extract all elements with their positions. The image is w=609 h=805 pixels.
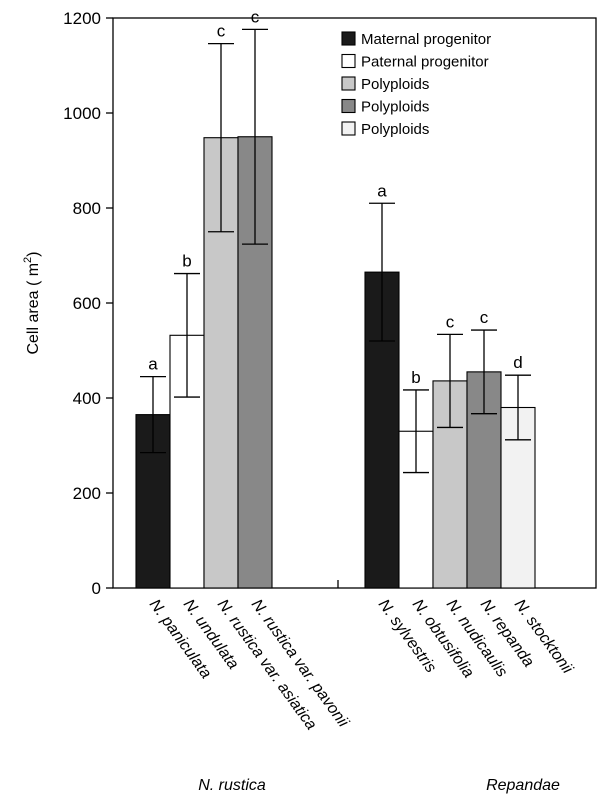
significance-label: c: [217, 22, 226, 41]
significance-label: d: [513, 353, 522, 372]
legend-label: Polyploids: [361, 76, 429, 93]
y-axis-title-close: ): [25, 251, 42, 256]
group-labels: N. rustica Repandae: [198, 777, 560, 794]
significance-label: c: [446, 312, 455, 331]
y-axis: 0 200 400 600 800 1000 1200: [63, 9, 113, 598]
legend-swatch: [341, 121, 356, 136]
legend-swatch: [341, 76, 356, 91]
group-label: N. rustica: [198, 777, 266, 794]
significance-label: c: [480, 308, 489, 327]
legend-label: Polyploids: [361, 99, 429, 116]
y-tick-label: 1000: [63, 104, 101, 123]
y-axis-title-main: Cell area ( m: [25, 263, 42, 355]
legend-swatch: [341, 31, 356, 46]
y-axis-title-superscript: 2: [22, 257, 34, 263]
legend-label: Polyploids: [361, 121, 429, 138]
y-tick-label: 1200: [63, 9, 101, 28]
y-tick-label: 0: [92, 579, 101, 598]
y-tick-label: 600: [73, 294, 101, 313]
y-tick-label: 400: [73, 389, 101, 408]
significance-label: c: [251, 7, 260, 26]
significance-label: a: [148, 355, 158, 374]
legend: Maternal progenitor Paternal progenitor Po…: [341, 31, 491, 138]
significance-label: b: [182, 252, 191, 271]
y-axis-title: Cell area ( m2): [22, 251, 42, 354]
bars: a b c c a b c c d: [135, 7, 536, 589]
group-label: Repandae: [486, 777, 560, 794]
y-tick-label: 200: [73, 484, 101, 503]
legend-swatch: [341, 53, 356, 69]
legend-swatch: [341, 98, 356, 114]
significance-label: a: [377, 181, 387, 200]
legend-label: Maternal progenitor: [361, 31, 491, 48]
y-tick-label: 800: [73, 199, 101, 218]
legend-label: Paternal progenitor: [361, 54, 489, 71]
significance-label: b: [411, 368, 420, 387]
bar: [135, 414, 171, 589]
